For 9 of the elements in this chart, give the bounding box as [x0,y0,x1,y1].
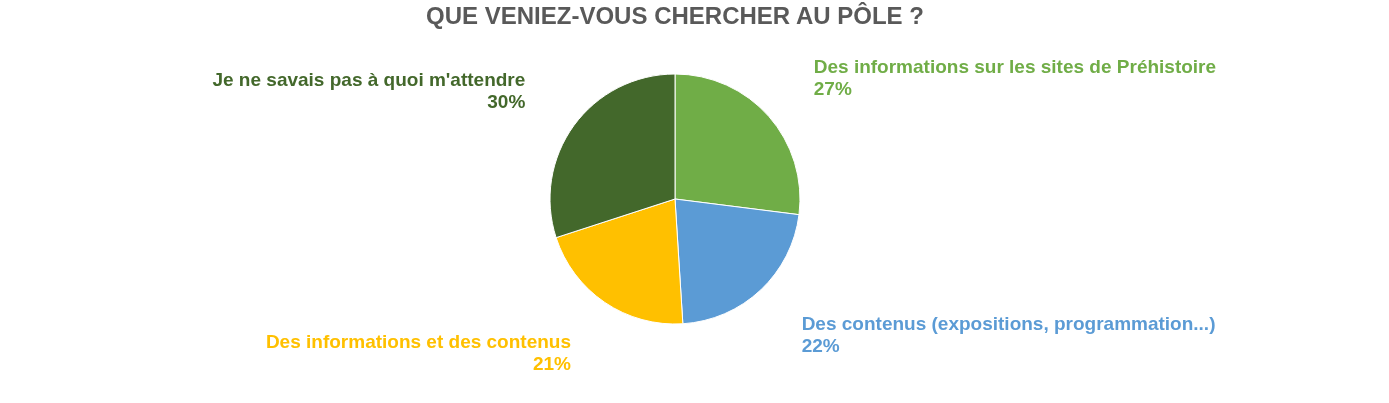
slice-label: Je ne savais pas à quoi m'attendre [212,69,526,91]
chart-title: QUE VENIEZ-VOUS CHERCHER AU PÔLE ? [426,2,924,29]
data-label: 22% [801,334,840,356]
slice-label: Des informations sur les sites de Préhistoire [813,55,1217,77]
data-label: 27% [813,77,852,99]
data-label: 21% [532,353,572,375]
data-label: 30% [487,91,526,113]
slice-label: Des contenus (expositions, programmation...) [801,312,1216,334]
slice-label: Des informations et des contenus [265,331,572,353]
